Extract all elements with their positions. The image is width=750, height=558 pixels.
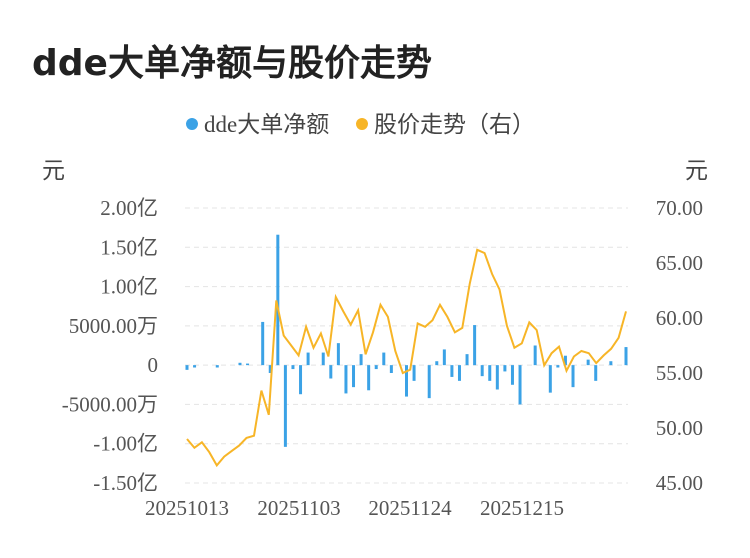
legend-marker-price — [356, 118, 368, 130]
bar — [374, 365, 378, 370]
right-tick-label: 45.00 — [656, 471, 703, 495]
bar — [352, 365, 356, 388]
x-tick-label: 20251215 — [480, 496, 564, 520]
bar — [533, 345, 537, 366]
bar — [473, 325, 477, 366]
bar — [336, 343, 340, 366]
bar — [518, 365, 522, 405]
bar — [480, 365, 484, 377]
bar — [283, 365, 287, 447]
bar — [556, 365, 560, 368]
bar — [389, 365, 393, 373]
legend-label-dde: dde大单净额 — [204, 112, 329, 137]
bar — [261, 321, 265, 366]
left-tick-label: 1.50亿 — [100, 235, 158, 259]
line-series-price — [186, 248, 627, 468]
bar — [367, 365, 371, 391]
bar — [299, 365, 303, 395]
bar — [457, 365, 461, 381]
bar — [571, 365, 575, 388]
right-tick-label: 55.00 — [656, 361, 703, 385]
bar — [609, 361, 613, 366]
bar — [321, 352, 325, 366]
bar — [563, 355, 567, 366]
right-axis-ticks: 70.00 65.00 60.00 55.00 50.00 45.00 — [656, 196, 703, 495]
x-axis-ticks: 20251013 20251103 20251124 20251215 — [145, 496, 564, 520]
right-tick-label: 50.00 — [656, 416, 703, 440]
left-tick-label: 5000.00万 — [69, 314, 158, 338]
left-axis-ticks: 2.00亿 1.50亿 1.00亿 5000.00万 0 -5000.00万 -1.00亿 -… — [62, 196, 158, 495]
bar — [215, 365, 219, 368]
bar — [412, 365, 416, 381]
bar — [503, 365, 507, 372]
legend-label-price: 股价走势（右） — [374, 112, 535, 137]
bar — [495, 365, 499, 390]
bar — [450, 365, 454, 377]
x-tick-label: 20251124 — [368, 496, 452, 520]
bar — [238, 362, 242, 366]
x-tick-label: 20251103 — [257, 496, 340, 520]
bar — [488, 365, 492, 381]
right-tick-label: 65.00 — [656, 251, 703, 275]
left-axis-unit: 元 — [42, 158, 65, 183]
bar — [548, 365, 552, 393]
bar — [510, 365, 514, 385]
bar — [344, 365, 348, 394]
bar — [624, 347, 628, 366]
bar — [427, 365, 431, 399]
bar — [359, 354, 363, 366]
page-title: dde大单净额与股价走势 — [32, 43, 432, 84]
legend: dde大单净额 股价走势（右） — [186, 112, 535, 137]
left-tick-label: 1.00亿 — [100, 275, 158, 299]
bar — [246, 363, 250, 366]
left-tick-label: 2.00亿 — [100, 196, 158, 220]
legend-marker-dde — [186, 118, 198, 130]
bar — [405, 365, 408, 397]
left-tick-label: -1.00亿 — [93, 432, 158, 456]
bar — [382, 352, 386, 366]
right-tick-label: 70.00 — [656, 196, 703, 220]
bar — [329, 365, 333, 379]
bar — [594, 365, 598, 381]
bar — [193, 365, 197, 368]
bar — [276, 234, 280, 366]
left-tick-label: 0 — [148, 353, 159, 377]
right-axis-unit: 元 — [685, 158, 708, 183]
bar — [185, 365, 189, 370]
gridlines — [185, 207, 628, 484]
bar — [306, 352, 310, 366]
bar — [435, 361, 439, 366]
left-tick-label: -5000.00万 — [62, 392, 158, 416]
right-tick-label: 60.00 — [656, 306, 703, 330]
bar — [465, 354, 469, 366]
left-tick-label: -1.50亿 — [93, 471, 158, 495]
bar — [586, 359, 590, 366]
bar — [291, 365, 295, 370]
bar — [442, 349, 446, 366]
bar — [268, 365, 272, 373]
bar-series-dde — [185, 234, 628, 447]
x-tick-label: 20251013 — [145, 496, 229, 520]
